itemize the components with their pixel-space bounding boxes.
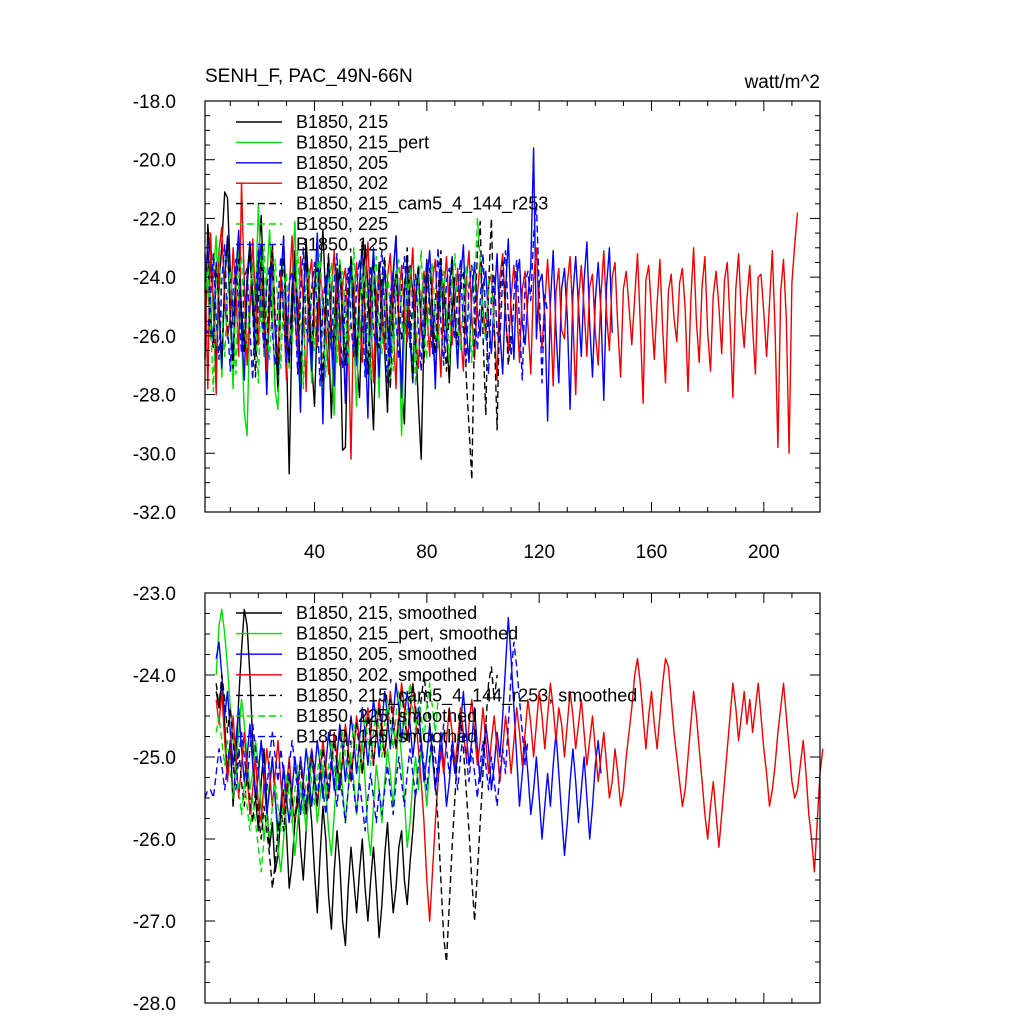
- bottom-legend-label-4: B1850, 215_cam5_4_144_r253, smoothed: [296, 685, 637, 706]
- bottom-series-line-0: [215, 608, 417, 947]
- bottom-series-line-2: [215, 616, 602, 857]
- top-legend-label-0: B1850, 215: [296, 112, 388, 132]
- top-legend-label-3: B1850, 202: [296, 173, 388, 193]
- bottom-y-tick-label: -27.0: [133, 912, 176, 933]
- top-x-tick-label: 200: [748, 542, 780, 563]
- top-y-tick-label: -22.0: [133, 209, 176, 230]
- bottom-legend-label-3: B1850, 202, smoothed: [296, 665, 477, 685]
- top-series-line-5: [204, 217, 495, 393]
- bottom-legend-label-5: B1850, 225, smoothed: [296, 706, 477, 726]
- top-y-tick-label: -28.0: [133, 386, 176, 407]
- top-ticks-group: [205, 100, 820, 513]
- bottom-legend-label-2: B1850, 205, smoothed: [296, 644, 477, 664]
- bottom-series-group: [204, 608, 824, 963]
- top-legend-label-1: B1850, 215_pert: [296, 132, 429, 153]
- bottom-chart: -23.0 -24.0 -25.0 -26.0 -27.0 -28.0 B1850, 21…: [133, 584, 824, 1015]
- top-y-tick-label: -18.0: [133, 92, 176, 113]
- bottom-y-tick-label: -24.0: [133, 666, 176, 687]
- top-y-tick-labels: -18.0 -20.0 -22.0 -24.0 -26.0 -28.0 -30.0 -32.0: [133, 92, 176, 524]
- bottom-y-tick-labels: -23.0 -24.0 -25.0 -26.0 -27.0 -28.0: [133, 584, 176, 1015]
- top-series-line-6: [204, 203, 549, 387]
- bottom-series-line-3: [215, 657, 824, 922]
- top-series-line-4: [204, 217, 512, 481]
- bottom-legend-label-6: B1850, 125, smoothed: [296, 727, 477, 747]
- top-chart-title: SENH_F, PAC_49N-66N: [205, 66, 413, 87]
- bottom-series-line-5: [215, 682, 439, 873]
- top-x-tick-label: 160: [636, 542, 668, 563]
- bottom-series-line-4: [215, 666, 498, 963]
- top-legend-label-4: B1850, 215_cam5_4_144_r253: [296, 194, 548, 215]
- top-y-tick-label: -30.0: [133, 444, 176, 465]
- bottom-plot-frame: [204, 592, 821, 1004]
- top-x-tick-labels: 40 80 120 160 200: [304, 542, 780, 563]
- top-x-tick-label: 80: [416, 542, 437, 563]
- bottom-series-line-6: [204, 641, 529, 832]
- top-series-group: [204, 147, 799, 481]
- bottom-legend-label-1: B1850, 215_pert, smoothed: [296, 624, 518, 645]
- top-legend-label-5: B1850, 225: [296, 214, 388, 234]
- bottom-y-tick-label: -26.0: [133, 830, 176, 851]
- top-x-tick-label: 40: [304, 542, 325, 563]
- top-x-tick-label: 120: [523, 542, 555, 563]
- top-chart: SENH_F, PAC_49N-66N watt/m^2 -18.0-20.0-…: [133, 66, 821, 563]
- top-y-tick-label: -24.0: [133, 268, 176, 289]
- bottom-y-tick-label: -25.0: [133, 748, 176, 769]
- top-y-tick-label: -32.0: [133, 503, 176, 524]
- top-y-tick-label: -26.0: [133, 327, 176, 348]
- top-chart-units: watt/m^2: [744, 72, 820, 93]
- top-legend-label-2: B1850, 205: [296, 153, 388, 173]
- top-series-line-3: [204, 182, 799, 460]
- top-plot-frame: [204, 100, 821, 513]
- top-y-tick-label: -20.0: [133, 151, 176, 172]
- bottom-y-tick-label: -28.0: [133, 994, 176, 1015]
- bottom-y-tick-label: -23.0: [133, 584, 176, 605]
- bottom-legend-label-0: B1850, 215, smoothed: [296, 603, 477, 623]
- top-legend-label-6: B1850, 125: [296, 234, 388, 254]
